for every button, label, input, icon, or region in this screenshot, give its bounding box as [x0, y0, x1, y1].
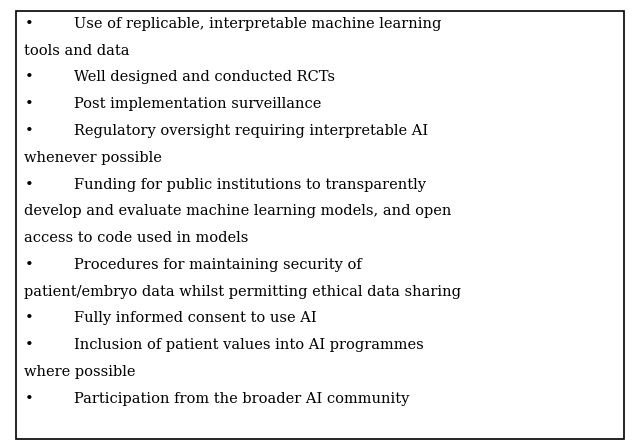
Text: Post implementation surveillance: Post implementation surveillance — [74, 97, 321, 111]
Text: where possible: where possible — [24, 365, 136, 379]
Text: Well designed and conducted RCTs: Well designed and conducted RCTs — [74, 70, 335, 84]
Text: •: • — [24, 70, 33, 84]
Text: Fully informed consent to use AI: Fully informed consent to use AI — [74, 311, 316, 325]
Text: •: • — [24, 178, 33, 191]
Text: Regulatory oversight requiring interpretable AI: Regulatory oversight requiring interpret… — [74, 124, 428, 138]
Text: •: • — [24, 258, 33, 272]
Text: Use of replicable, interpretable machine learning: Use of replicable, interpretable machine… — [74, 17, 441, 31]
Text: access to code used in models: access to code used in models — [24, 231, 249, 245]
Text: Funding for public institutions to transparently: Funding for public institutions to trans… — [74, 178, 426, 191]
Text: •: • — [24, 17, 33, 31]
Text: •: • — [24, 311, 33, 325]
Text: develop and evaluate machine learning models, and open: develop and evaluate machine learning mo… — [24, 204, 452, 218]
Text: whenever possible: whenever possible — [24, 151, 162, 165]
Text: Procedures for maintaining security of: Procedures for maintaining security of — [74, 258, 362, 272]
Text: patient/embryo data whilst permitting ethical data sharing: patient/embryo data whilst permitting et… — [24, 285, 461, 298]
Text: •: • — [24, 97, 33, 111]
Text: Participation from the broader AI community: Participation from the broader AI commun… — [74, 392, 409, 405]
Text: tools and data: tools and data — [24, 44, 130, 58]
Text: Inclusion of patient values into AI programmes: Inclusion of patient values into AI prog… — [74, 338, 423, 352]
Text: •: • — [24, 124, 33, 138]
FancyBboxPatch shape — [16, 11, 624, 439]
Text: •: • — [24, 392, 33, 405]
Text: •: • — [24, 338, 33, 352]
